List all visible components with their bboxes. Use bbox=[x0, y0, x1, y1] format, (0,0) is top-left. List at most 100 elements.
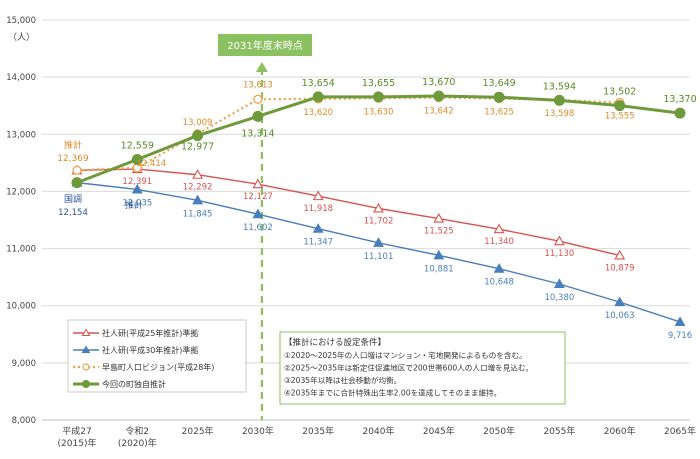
data-point bbox=[614, 296, 626, 307]
legend-label: 社人研(平成25年推計)準拠 bbox=[102, 328, 198, 338]
data-point bbox=[71, 177, 83, 189]
data-labels: 12,391 12,292 12,127 11,918 11,702 11,525 11,3… bbox=[57, 77, 696, 341]
data-point bbox=[373, 202, 384, 213]
data-label: 12,977 bbox=[181, 142, 214, 153]
legend-swatch-marker bbox=[82, 363, 90, 371]
data-label: 12,127 bbox=[243, 192, 273, 202]
legend-label: 早島町人口ビジョン(平成28年) bbox=[102, 362, 214, 372]
legend: 社人研(平成25年推計)準拠社人研(平成30年推計)準拠早島町人口ビジョン(平成… bbox=[67, 319, 247, 393]
data-label: 11,101 bbox=[364, 252, 394, 262]
data-label: 13,620 bbox=[303, 108, 333, 118]
data-label: 13,009 bbox=[183, 118, 213, 128]
data-label: 13,598 bbox=[545, 109, 575, 119]
data-point bbox=[614, 100, 626, 112]
annotation-label: 国調 bbox=[64, 193, 82, 205]
x-tick-label: 2040年 bbox=[363, 425, 395, 437]
data-point bbox=[192, 169, 204, 179]
data-point bbox=[553, 235, 565, 246]
data-label: 11,602 bbox=[243, 223, 273, 233]
data-point bbox=[493, 223, 505, 234]
data-point bbox=[433, 212, 445, 223]
data-label: 13,594 bbox=[543, 81, 576, 92]
data-label: 12,414 bbox=[136, 159, 166, 169]
x-tick-label: 2065年 bbox=[664, 425, 696, 437]
data-label: 11,340 bbox=[484, 237, 514, 247]
series-1 bbox=[71, 163, 626, 260]
y-tick-label: 9,000 bbox=[12, 359, 36, 369]
data-label: 10,380 bbox=[545, 293, 575, 303]
legend-label: 今回の町独自推計 bbox=[102, 379, 166, 389]
data-label: 9,716 bbox=[668, 331, 692, 341]
x-axis-labels: 平成27(2015)年 令和2(2020)年 2025年 2030年 2035年 2040… bbox=[58, 425, 696, 449]
data-label: 12,391 bbox=[122, 177, 152, 187]
data-point bbox=[312, 223, 324, 233]
y-tick-label: 14,000 bbox=[6, 73, 36, 83]
data-point bbox=[312, 91, 324, 103]
y-tick-label: 15,000 bbox=[6, 16, 36, 26]
marker-callout-text: 2031年度末時点 bbox=[227, 39, 302, 52]
legend-swatch-marker bbox=[82, 380, 90, 388]
data-label: 11,525 bbox=[424, 227, 454, 237]
data-point bbox=[312, 190, 324, 201]
data-point bbox=[192, 194, 204, 205]
x-tick-label: (2020)年 bbox=[118, 437, 157, 449]
legend-box bbox=[67, 319, 247, 393]
data-label: 11,845 bbox=[183, 209, 213, 219]
y-tick-label: 8,000 bbox=[12, 416, 36, 426]
data-point bbox=[553, 94, 565, 106]
data-point bbox=[674, 107, 686, 119]
data-label: 13,370 bbox=[663, 94, 696, 105]
data-label: 10,881 bbox=[424, 264, 454, 274]
data-label: 13,555 bbox=[605, 112, 635, 122]
data-point bbox=[674, 316, 686, 326]
data-point bbox=[433, 249, 445, 260]
data-label: 13,649 bbox=[482, 78, 515, 89]
data-point bbox=[373, 237, 384, 247]
data-point bbox=[131, 153, 143, 165]
x-tick-label: 2045年 bbox=[423, 425, 455, 437]
legend-label: 社人研(平成30年推計)準拠 bbox=[102, 345, 198, 355]
x-tick-label: 2050年 bbox=[483, 425, 515, 437]
data-label: 13,613 bbox=[243, 80, 273, 90]
data-label: 13,502 bbox=[603, 87, 636, 98]
data-point bbox=[493, 263, 505, 273]
series-2 bbox=[71, 177, 686, 326]
data-label: 12,559 bbox=[121, 140, 154, 151]
conditions-box-frame bbox=[279, 331, 566, 405]
x-tick-label: 2025年 bbox=[182, 425, 214, 437]
conditions-title: 【推計における設定条件】 bbox=[284, 337, 386, 348]
x-tick-label: 平成27 bbox=[62, 425, 91, 437]
data-point bbox=[192, 130, 204, 142]
y-tick-label: 11,000 bbox=[6, 245, 36, 255]
x-tick-label: 令和2 bbox=[125, 425, 149, 437]
series-line bbox=[76, 168, 620, 257]
data-point bbox=[553, 278, 565, 289]
data-point bbox=[373, 91, 384, 103]
data-point bbox=[253, 94, 263, 104]
data-label: 12,035 bbox=[122, 198, 152, 208]
conditions-line: ①2020～2025年の人口増はマンション・宅地開発によるものを含む。 bbox=[284, 350, 527, 360]
data-label: 10,063 bbox=[605, 311, 635, 321]
data-label: 13,654 bbox=[302, 78, 335, 89]
data-label: 11,702 bbox=[364, 216, 394, 226]
x-tick-label: 2030年 bbox=[242, 425, 274, 437]
data-point bbox=[433, 90, 445, 102]
conditions-line: ③2035年以降は社会移動が均衡。 bbox=[284, 375, 401, 385]
data-point bbox=[493, 91, 505, 103]
annotation-label: 推計 bbox=[125, 199, 143, 211]
marker-callout-box bbox=[218, 34, 312, 56]
annotation-value: 12,369 bbox=[57, 154, 89, 164]
data-point bbox=[614, 249, 626, 260]
conditions-line: ④2035年までに合計特殊出生率2.00を達成してそのまま維持。 bbox=[284, 388, 501, 398]
data-label: 10,879 bbox=[605, 263, 635, 273]
legend-swatch-marker bbox=[81, 345, 91, 353]
x-tick-label: 2060年 bbox=[604, 425, 636, 437]
data-label: 12,292 bbox=[183, 183, 213, 193]
data-label: 13,314 bbox=[241, 128, 274, 139]
conditions-line: ②2025～2035年は新定住促進地区で200世帯600人の人口増を見込む。 bbox=[284, 363, 533, 373]
y-unit-label: （人） bbox=[8, 32, 35, 43]
annotation-value: 12,154 bbox=[58, 208, 88, 218]
data-point bbox=[252, 110, 264, 122]
data-label: 11,918 bbox=[303, 204, 333, 214]
